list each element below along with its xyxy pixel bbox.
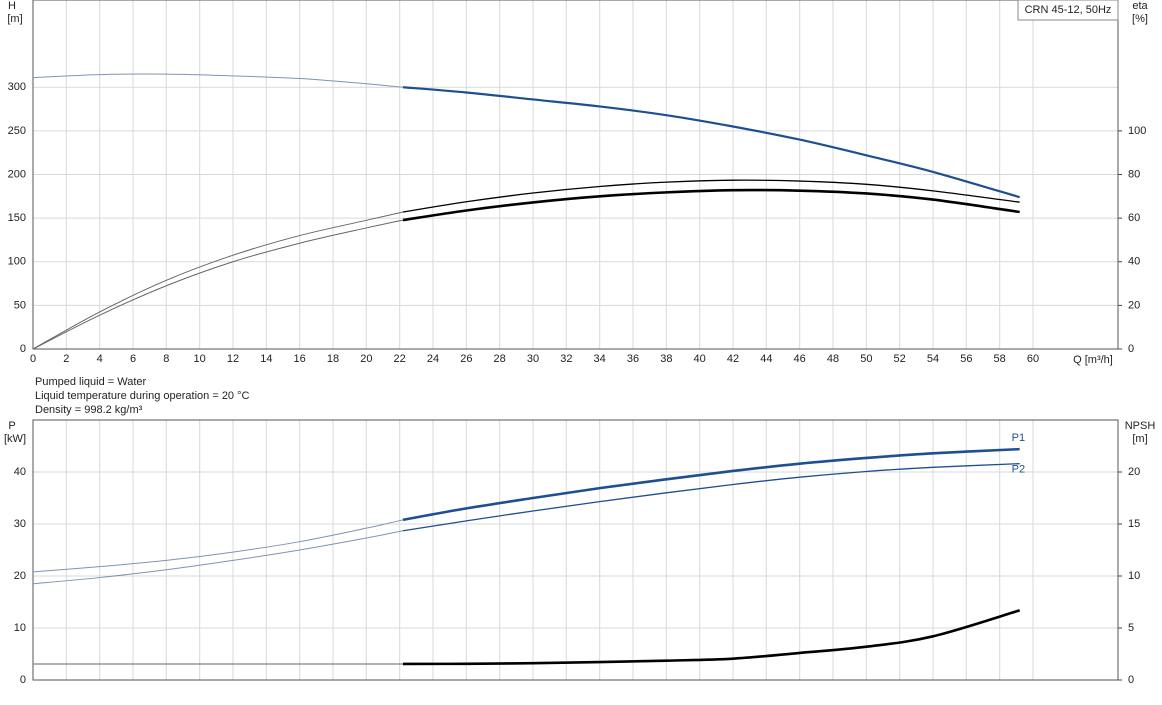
y2-tick-label: 15	[1128, 518, 1140, 530]
x-tick-label: 28	[494, 353, 506, 365]
y-axis-label: P	[8, 420, 15, 432]
x-tick-label: 50	[860, 353, 872, 365]
x-tick-label: 54	[927, 353, 939, 365]
x-tick-label: 10	[194, 353, 206, 365]
series-label: P1	[1012, 432, 1025, 444]
y2-tick-label: 100	[1128, 125, 1146, 137]
y-axis-label: H	[8, 0, 16, 12]
x-tick-label: 60	[1027, 353, 1039, 365]
y2-axis-unit: [%]	[1132, 13, 1148, 25]
x-tick-label: 58	[994, 353, 1006, 365]
y-tick-label: 20	[14, 570, 26, 582]
x-tick-label: 42	[727, 353, 739, 365]
x-tick-label: 36	[627, 353, 639, 365]
curve	[402, 447, 1020, 522]
y-tick-label: 50	[14, 299, 26, 311]
y-axis-unit: [m]	[7, 13, 22, 25]
curve	[402, 463, 1020, 532]
curve-thin	[32, 219, 404, 350]
x-tick-label: 56	[960, 353, 972, 365]
curve	[402, 86, 1020, 199]
y2-tick-label: 0	[1128, 343, 1134, 355]
curve-thin	[32, 211, 404, 350]
x-axis-label: Q [m³/h]	[1073, 354, 1113, 366]
title-box	[1017, 0, 1119, 21]
x-tick-label: 46	[794, 353, 806, 365]
x-tick-label: 8	[163, 353, 169, 365]
y2-tick-label: 10	[1128, 570, 1140, 582]
y2-tick-label: 5	[1128, 622, 1134, 634]
y2-tick-label: 20	[1128, 299, 1140, 311]
x-tick-label: 32	[560, 353, 572, 365]
curve-thin	[32, 519, 404, 573]
y-tick-label: 40	[14, 466, 26, 478]
x-tick-label: 30	[527, 353, 539, 365]
x-tick-label: 24	[427, 353, 439, 365]
y-axis-unit: [kW]	[4, 433, 26, 445]
y2-axis-label: NPSH	[1125, 420, 1156, 432]
x-tick-label: 12	[227, 353, 239, 365]
note: Pumped liquid = Water	[35, 376, 147, 388]
x-tick-label: 44	[760, 353, 772, 365]
y2-tick-label: 0	[1128, 674, 1134, 686]
y-tick-label: 250	[8, 125, 26, 137]
y-tick-label: 300	[8, 81, 26, 93]
curve	[402, 179, 1020, 213]
x-tick-label: 16	[294, 353, 306, 365]
x-tick-label: 4	[97, 353, 103, 365]
y2-axis-unit: [m]	[1132, 433, 1147, 445]
x-tick-label: 26	[460, 353, 472, 365]
x-tick-label: 14	[260, 353, 272, 365]
curve-thin	[32, 530, 404, 585]
x-tick-label: 40	[694, 353, 706, 365]
y-tick-label: 0	[20, 343, 26, 355]
y-tick-label: 0	[20, 674, 26, 686]
x-tick-label: 34	[594, 353, 606, 365]
y2-tick-label: 20	[1128, 466, 1140, 478]
y2-tick-label: 80	[1128, 168, 1140, 180]
y-tick-label: 150	[8, 212, 26, 224]
x-tick-label: 20	[360, 353, 372, 365]
curve	[402, 609, 1021, 666]
y-tick-label: 30	[14, 518, 26, 530]
x-tick-label: 18	[327, 353, 339, 365]
plot-frame	[32, 0, 1119, 350]
y2-tick-label: 40	[1128, 256, 1140, 268]
y-tick-label: 100	[8, 256, 26, 268]
curve	[402, 188, 1020, 222]
x-tick-label: 22	[394, 353, 406, 365]
x-tick-label: 2	[63, 353, 69, 365]
plot-frame	[32, 419, 1119, 681]
curve-thin	[32, 73, 404, 88]
title-box-text: CRN 45-12, 50Hz	[1025, 4, 1112, 16]
note: Liquid temperature during operation = 20…	[35, 390, 250, 402]
series-label: P2	[1012, 464, 1025, 476]
x-tick-label: 6	[130, 353, 136, 365]
note: Density = 998.2 kg/m³	[35, 404, 143, 416]
x-tick-label: 48	[827, 353, 839, 365]
y2-tick-label: 60	[1128, 212, 1140, 224]
y-tick-label: 200	[8, 168, 26, 180]
x-tick-label: 38	[660, 353, 672, 365]
y-tick-label: 10	[14, 622, 26, 634]
x-tick-label: 0	[30, 353, 36, 365]
y2-axis-label: eta	[1132, 0, 1148, 12]
x-tick-label: 52	[894, 353, 906, 365]
